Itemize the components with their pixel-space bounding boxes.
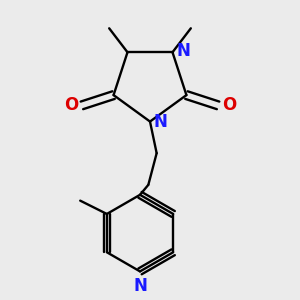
Text: N: N (176, 42, 190, 60)
Text: O: O (222, 96, 236, 114)
Text: N: N (133, 277, 147, 295)
Text: N: N (154, 112, 168, 130)
Text: O: O (64, 96, 78, 114)
